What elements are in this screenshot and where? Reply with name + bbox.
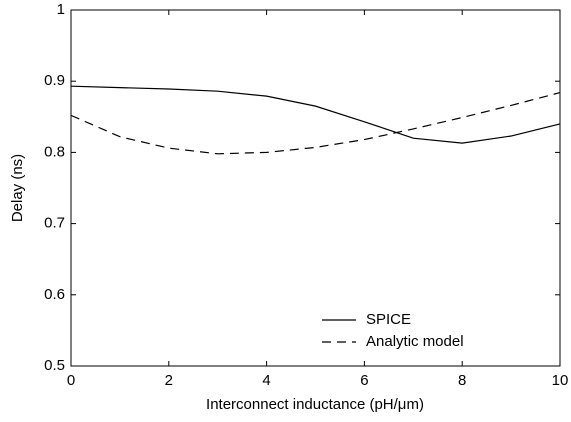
x-tick-label: 6 xyxy=(360,372,368,389)
x-tick-label: 8 xyxy=(458,372,466,389)
x-tick-label: 2 xyxy=(165,372,173,389)
series-line xyxy=(70,85,561,144)
x-tick-label: 0 xyxy=(67,372,75,389)
y-axis-label: Delay (ns) xyxy=(9,154,26,222)
x-tick-label: 4 xyxy=(262,372,270,389)
x-tick-label: 10 xyxy=(552,372,569,389)
legend-label: SPICE xyxy=(366,311,411,328)
legend-label: Analytic model xyxy=(366,333,464,350)
y-tick-label: 0.6 xyxy=(44,286,65,303)
y-tick-label: 0.5 xyxy=(44,357,65,374)
y-tick-label: 0.9 xyxy=(44,72,65,89)
y-tick-label: 0.8 xyxy=(44,143,65,160)
plot-frame xyxy=(70,9,561,367)
y-tick-label: 1 xyxy=(57,1,65,18)
x-axis-label: Interconnect inductance (pH/μm) xyxy=(206,396,424,413)
series-line xyxy=(70,92,561,155)
y-tick-label: 0.7 xyxy=(44,215,65,232)
